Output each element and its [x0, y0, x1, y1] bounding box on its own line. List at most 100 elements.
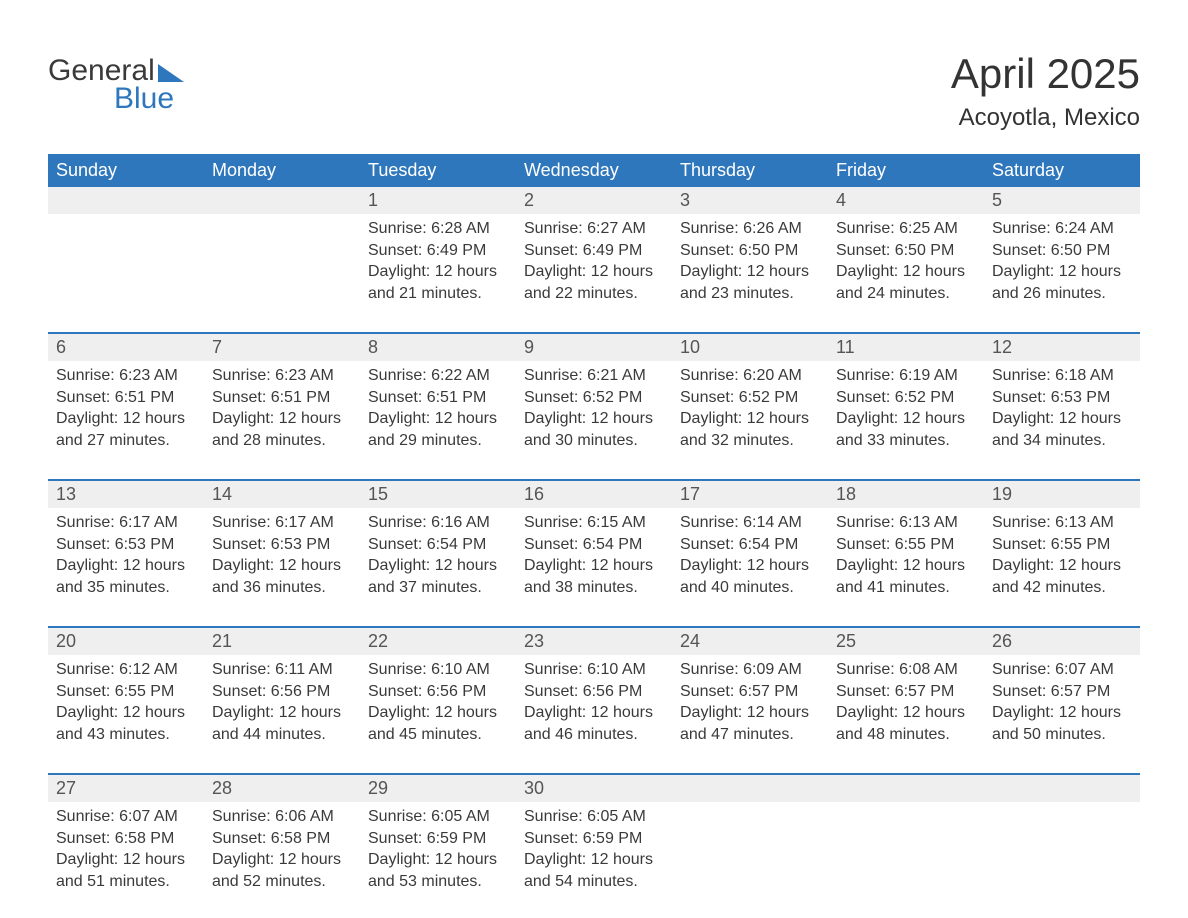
day-number: 3 — [672, 187, 828, 214]
day-number — [828, 775, 984, 802]
sunset-line: Sunset: 6:54 PM — [524, 534, 664, 556]
sunrise-line: Sunrise: 6:07 AM — [56, 806, 196, 828]
sunrise-line: Sunrise: 6:05 AM — [524, 806, 664, 828]
daynum-row: 6789101112 — [48, 334, 1140, 361]
sunrise-line: Sunrise: 6:21 AM — [524, 365, 664, 387]
day-number: 19 — [984, 481, 1140, 508]
day-cell: Sunrise: 6:11 AMSunset: 6:56 PMDaylight:… — [204, 655, 360, 747]
sunrise-line: Sunrise: 6:18 AM — [992, 365, 1132, 387]
day-number — [204, 187, 360, 214]
daylight-line: Daylight: 12 hours and 54 minutes. — [524, 849, 664, 892]
sunrise-line: Sunrise: 6:17 AM — [212, 512, 352, 534]
day-cell: Sunrise: 6:22 AMSunset: 6:51 PMDaylight:… — [360, 361, 516, 453]
day-number: 28 — [204, 775, 360, 802]
week-row: 6789101112Sunrise: 6:23 AMSunset: 6:51 P… — [48, 332, 1140, 453]
day-cell: Sunrise: 6:17 AMSunset: 6:53 PMDaylight:… — [48, 508, 204, 600]
daylight-line: Daylight: 12 hours and 45 minutes. — [368, 702, 508, 745]
sunset-line: Sunset: 6:55 PM — [836, 534, 976, 556]
dow-cell: Monday — [204, 154, 360, 187]
day-cell: Sunrise: 6:17 AMSunset: 6:53 PMDaylight:… — [204, 508, 360, 600]
day-number: 9 — [516, 334, 672, 361]
sunset-line: Sunset: 6:59 PM — [368, 828, 508, 850]
dow-cell: Tuesday — [360, 154, 516, 187]
daylight-line: Daylight: 12 hours and 30 minutes. — [524, 408, 664, 451]
sunset-line: Sunset: 6:53 PM — [992, 387, 1132, 409]
dow-cell: Thursday — [672, 154, 828, 187]
sunset-line: Sunset: 6:53 PM — [56, 534, 196, 556]
day-number: 26 — [984, 628, 1140, 655]
day-cell — [48, 214, 204, 306]
day-number: 30 — [516, 775, 672, 802]
sunrise-line: Sunrise: 6:12 AM — [56, 659, 196, 681]
logo-text-blue: Blue — [114, 84, 174, 114]
day-cell: Sunrise: 6:23 AMSunset: 6:51 PMDaylight:… — [204, 361, 360, 453]
day-cell: Sunrise: 6:13 AMSunset: 6:55 PMDaylight:… — [984, 508, 1140, 600]
daylight-line: Daylight: 12 hours and 27 minutes. — [56, 408, 196, 451]
daylight-line: Daylight: 12 hours and 53 minutes. — [368, 849, 508, 892]
dow-cell: Wednesday — [516, 154, 672, 187]
sunrise-line: Sunrise: 6:23 AM — [56, 365, 196, 387]
sunset-line: Sunset: 6:57 PM — [680, 681, 820, 703]
daylight-line: Daylight: 12 hours and 32 minutes. — [680, 408, 820, 451]
day-number: 6 — [48, 334, 204, 361]
sunset-line: Sunset: 6:56 PM — [524, 681, 664, 703]
day-cell: Sunrise: 6:19 AMSunset: 6:52 PMDaylight:… — [828, 361, 984, 453]
sunrise-line: Sunrise: 6:06 AM — [212, 806, 352, 828]
daylight-line: Daylight: 12 hours and 43 minutes. — [56, 702, 196, 745]
daylight-line: Daylight: 12 hours and 48 minutes. — [836, 702, 976, 745]
day-cell: Sunrise: 6:06 AMSunset: 6:58 PMDaylight:… — [204, 802, 360, 894]
day-number: 13 — [48, 481, 204, 508]
daynum-row: 27282930 — [48, 775, 1140, 802]
daylight-line: Daylight: 12 hours and 36 minutes. — [212, 555, 352, 598]
sunrise-line: Sunrise: 6:15 AM — [524, 512, 664, 534]
location-subtitle: Acoyotla, Mexico — [951, 104, 1140, 132]
sunrise-line: Sunrise: 6:20 AM — [680, 365, 820, 387]
daylight-line: Daylight: 12 hours and 35 minutes. — [56, 555, 196, 598]
day-number: 17 — [672, 481, 828, 508]
day-cell: Sunrise: 6:20 AMSunset: 6:52 PMDaylight:… — [672, 361, 828, 453]
daylight-line: Daylight: 12 hours and 34 minutes. — [992, 408, 1132, 451]
day-cell — [204, 214, 360, 306]
sunrise-line: Sunrise: 6:10 AM — [524, 659, 664, 681]
sunrise-line: Sunrise: 6:08 AM — [836, 659, 976, 681]
daylight-line: Daylight: 12 hours and 24 minutes. — [836, 261, 976, 304]
day-number: 21 — [204, 628, 360, 655]
day-cell: Sunrise: 6:13 AMSunset: 6:55 PMDaylight:… — [828, 508, 984, 600]
daylight-line: Daylight: 12 hours and 44 minutes. — [212, 702, 352, 745]
sunrise-line: Sunrise: 6:26 AM — [680, 218, 820, 240]
day-cell: Sunrise: 6:23 AMSunset: 6:51 PMDaylight:… — [48, 361, 204, 453]
daynum-row: 20212223242526 — [48, 628, 1140, 655]
day-number: 2 — [516, 187, 672, 214]
daylight-line: Daylight: 12 hours and 33 minutes. — [836, 408, 976, 451]
sunrise-line: Sunrise: 6:16 AM — [368, 512, 508, 534]
daylight-line: Daylight: 12 hours and 23 minutes. — [680, 261, 820, 304]
day-number: 16 — [516, 481, 672, 508]
week-row: 27282930Sunrise: 6:07 AMSunset: 6:58 PMD… — [48, 773, 1140, 894]
day-cell: Sunrise: 6:21 AMSunset: 6:52 PMDaylight:… — [516, 361, 672, 453]
day-cell: Sunrise: 6:05 AMSunset: 6:59 PMDaylight:… — [516, 802, 672, 894]
sunrise-line: Sunrise: 6:14 AM — [680, 512, 820, 534]
sunset-line: Sunset: 6:54 PM — [368, 534, 508, 556]
day-number — [48, 187, 204, 214]
daylight-line: Daylight: 12 hours and 38 minutes. — [524, 555, 664, 598]
day-cell: Sunrise: 6:27 AMSunset: 6:49 PMDaylight:… — [516, 214, 672, 306]
day-cell: Sunrise: 6:24 AMSunset: 6:50 PMDaylight:… — [984, 214, 1140, 306]
daylight-line: Daylight: 12 hours and 41 minutes. — [836, 555, 976, 598]
daynum-row: 13141516171819 — [48, 481, 1140, 508]
day-number: 18 — [828, 481, 984, 508]
sunset-line: Sunset: 6:59 PM — [524, 828, 664, 850]
sunset-line: Sunset: 6:50 PM — [992, 240, 1132, 262]
sunset-line: Sunset: 6:52 PM — [524, 387, 664, 409]
sunset-line: Sunset: 6:56 PM — [368, 681, 508, 703]
day-number: 11 — [828, 334, 984, 361]
day-cell: Sunrise: 6:12 AMSunset: 6:55 PMDaylight:… — [48, 655, 204, 747]
day-cell: Sunrise: 6:07 AMSunset: 6:57 PMDaylight:… — [984, 655, 1140, 747]
sunset-line: Sunset: 6:49 PM — [368, 240, 508, 262]
day-cell: Sunrise: 6:26 AMSunset: 6:50 PMDaylight:… — [672, 214, 828, 306]
sunset-line: Sunset: 6:51 PM — [212, 387, 352, 409]
week-row: 13141516171819Sunrise: 6:17 AMSunset: 6:… — [48, 479, 1140, 600]
daylight-line: Daylight: 12 hours and 26 minutes. — [992, 261, 1132, 304]
daylight-line: Daylight: 12 hours and 21 minutes. — [368, 261, 508, 304]
week-row: 12345Sunrise: 6:28 AMSunset: 6:49 PMDayl… — [48, 187, 1140, 306]
sunrise-line: Sunrise: 6:07 AM — [992, 659, 1132, 681]
